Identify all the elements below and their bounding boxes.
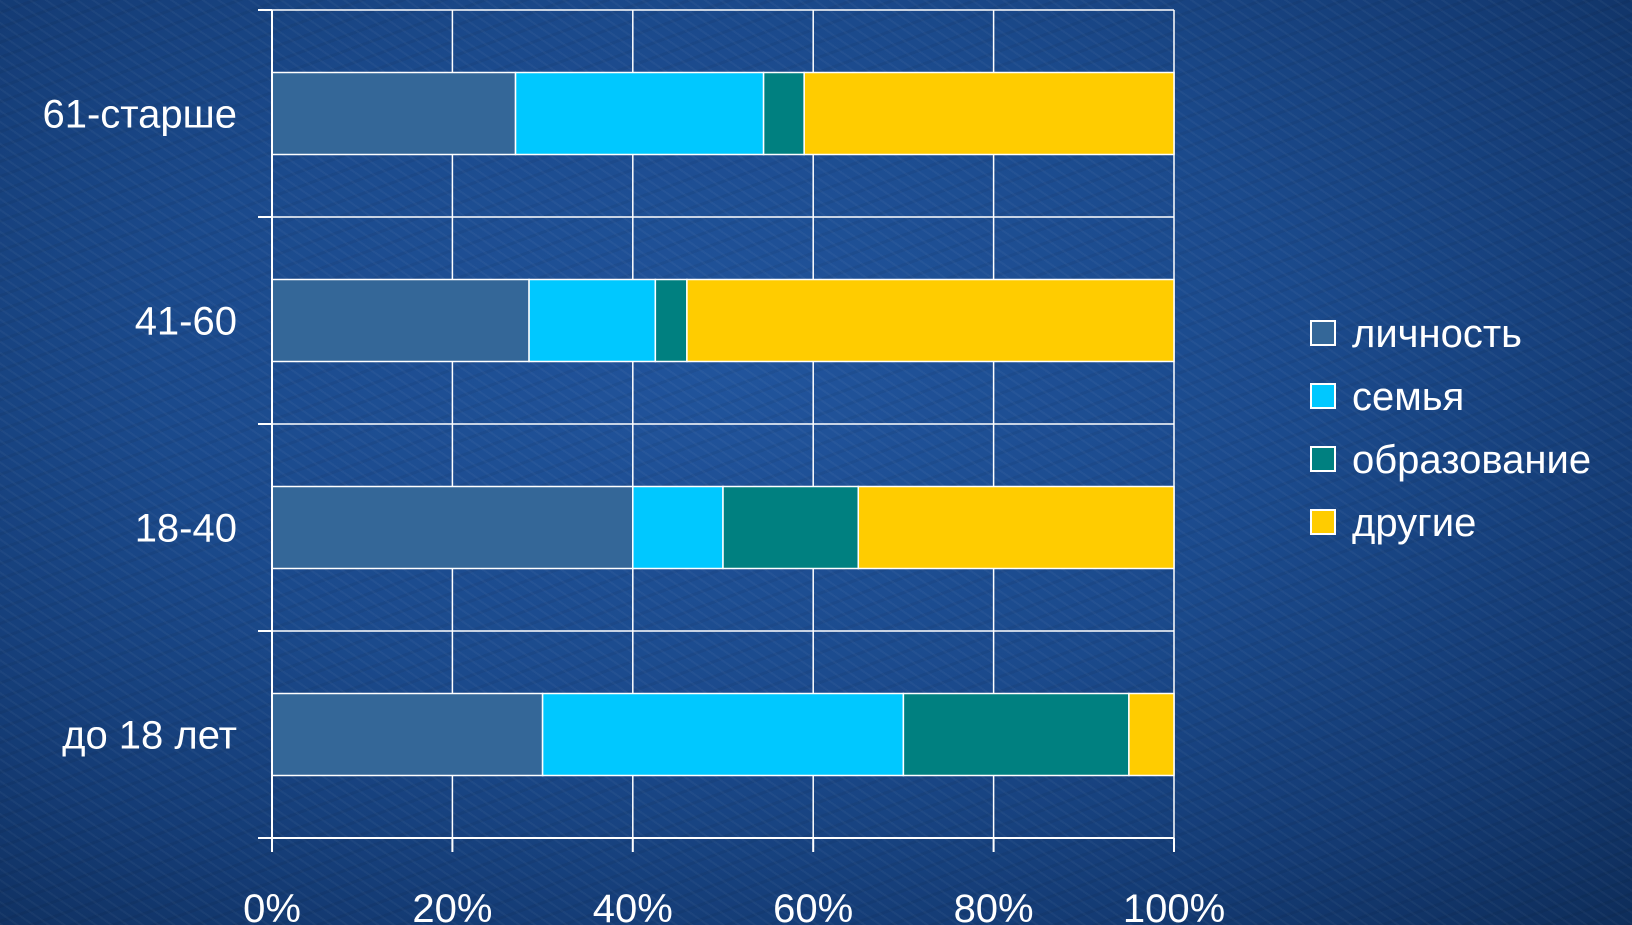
category-label-2: 18-40 bbox=[135, 507, 237, 551]
legend-label-1: семья bbox=[1352, 375, 1464, 419]
bar-segment-1-0 bbox=[271, 278, 530, 363]
bar-segment-1-2 bbox=[654, 278, 688, 363]
legend-swatch-3 bbox=[1310, 509, 1336, 535]
bar-segment-1-1 bbox=[528, 278, 657, 363]
bar-segment-3-2 bbox=[902, 692, 1130, 777]
x-tick-label-3: 60% bbox=[773, 887, 853, 925]
bar-segment-0-1 bbox=[514, 71, 765, 156]
legend-label-2: образование bbox=[1352, 438, 1591, 482]
bar-segment-3-1 bbox=[541, 692, 905, 777]
x-tick-label-4: 80% bbox=[954, 887, 1034, 925]
category-labels: 61-старше 41-60 18-40 до 18 лет bbox=[42, 93, 237, 758]
legend-swatch-0 bbox=[1310, 320, 1336, 346]
x-tick-label-2: 40% bbox=[593, 887, 673, 925]
axes bbox=[258, 9, 1175, 852]
x-tick-label-5: 100% bbox=[1123, 887, 1225, 925]
category-label-3: до 18 лет bbox=[62, 714, 237, 758]
bar-segment-0-3 bbox=[803, 71, 1175, 156]
category-label-1: 41-60 bbox=[135, 300, 237, 344]
legend-label-0: личность bbox=[1352, 312, 1522, 356]
bar-segment-0-0 bbox=[271, 71, 517, 156]
bar-segment-2-2 bbox=[722, 485, 860, 570]
bar-segment-2-3 bbox=[857, 485, 1175, 570]
bar-segment-3-3 bbox=[1128, 692, 1175, 777]
x-tick-label-0: 0% bbox=[243, 887, 301, 925]
bar-segment-2-0 bbox=[271, 485, 634, 570]
bar-segment-0-2 bbox=[762, 71, 805, 156]
bar-segment-2-1 bbox=[632, 485, 724, 570]
legend: личность семья образование другие bbox=[1310, 312, 1591, 545]
bars bbox=[271, 71, 1175, 777]
x-tick-label-1: 20% bbox=[412, 887, 492, 925]
category-label-0: 61-старше bbox=[42, 93, 237, 137]
legend-swatch-1 bbox=[1310, 383, 1336, 409]
legend-swatch-2 bbox=[1310, 446, 1336, 472]
bar-segment-1-3 bbox=[686, 278, 1175, 363]
x-tick-labels: 0% 20% 40% 60% 80% 100% bbox=[243, 887, 1225, 925]
legend-label-3: другие bbox=[1352, 501, 1476, 545]
bar-segment-3-0 bbox=[271, 692, 544, 777]
